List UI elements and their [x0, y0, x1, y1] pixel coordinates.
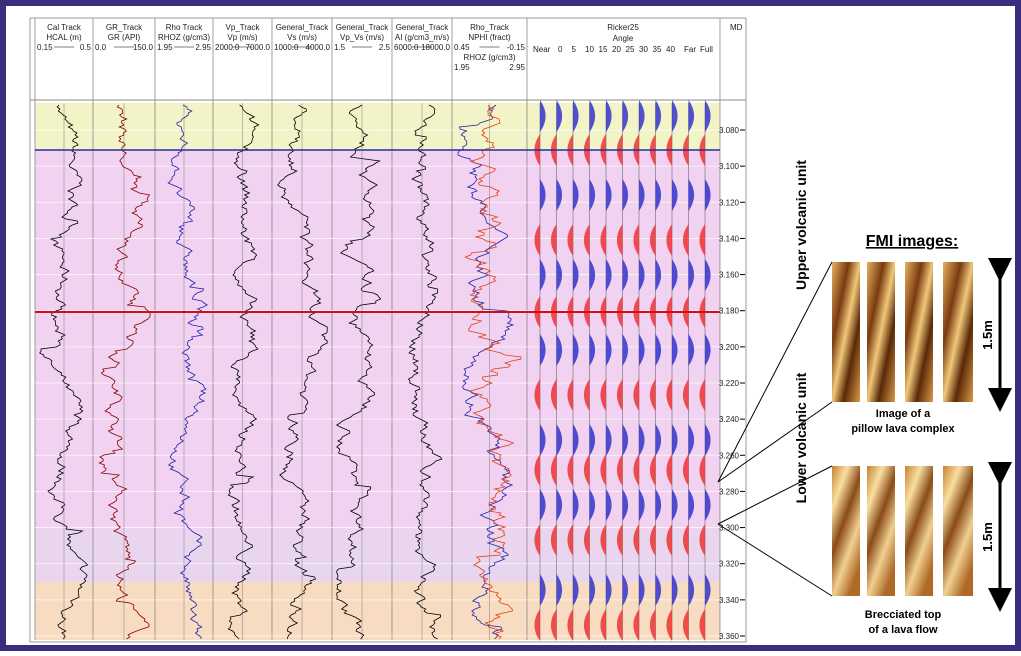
depth-label: 3.180 — [719, 307, 740, 316]
range-max: 150.0 — [133, 43, 154, 52]
track-name: General_Track — [276, 23, 330, 32]
range-max: 2.5 — [379, 43, 391, 52]
depth-label: 3.240 — [719, 415, 740, 424]
range-max: 4000.0 — [306, 43, 331, 52]
strip — [867, 466, 895, 596]
track-name: Rho_Track — [470, 23, 510, 32]
depth-label: 3.360 — [719, 632, 740, 641]
strip — [832, 262, 860, 402]
scale-label: 1.5m — [980, 320, 995, 350]
strip — [905, 466, 933, 596]
md-label: MD — [730, 23, 743, 32]
full-label: Full — [700, 45, 713, 54]
depth-label: 3.260 — [719, 451, 740, 460]
depth-label: 3.220 — [719, 379, 740, 388]
track-name: Rho Track — [166, 23, 203, 32]
angle-label: 20 — [612, 45, 621, 54]
range-max: -0.15 — [507, 43, 526, 52]
curve-name: HCAL (m) — [46, 33, 82, 42]
caption: Brecciated top — [865, 609, 942, 621]
angle-label: 15 — [599, 45, 608, 54]
caption: of a lava flow — [868, 624, 938, 636]
curve-name: Vp_Vs (m/s) — [340, 33, 384, 42]
range-max: 2.95 — [509, 63, 525, 72]
strip — [867, 262, 895, 402]
track-name: Vp_Track — [226, 23, 261, 32]
depth-label: 3.160 — [719, 271, 740, 280]
depth-label: 3.080 — [719, 126, 740, 135]
range-max: 0.5 — [80, 43, 92, 52]
band — [35, 582, 720, 640]
strip — [943, 262, 973, 402]
angle-label: 10 — [585, 45, 594, 54]
curve-name: RHOZ (g/cm3) — [158, 33, 210, 42]
curve-name: NPHI (fract) — [468, 33, 511, 42]
range-min: 0.15 — [37, 43, 53, 52]
strip — [832, 466, 860, 596]
angle-label: 40 — [666, 45, 675, 54]
range-min: 0.45 — [454, 43, 470, 52]
curve-name: RHOZ (g/cm3) — [464, 53, 516, 62]
strip — [943, 466, 973, 596]
far-label: Far — [684, 45, 696, 54]
track-name: Cal Track — [47, 23, 82, 32]
caption: Image of a — [876, 408, 931, 420]
angle-label: 30 — [639, 45, 648, 54]
curve-name: GR (API) — [108, 33, 141, 42]
near-label: Near — [533, 45, 551, 54]
depth-label: 3.280 — [719, 487, 740, 496]
range-min: 0.0 — [95, 43, 107, 52]
fmi-title: FMI images: — [866, 233, 958, 250]
range-max: 18000.0 — [421, 43, 450, 52]
track-name: General_Track — [396, 23, 450, 32]
strip — [905, 262, 933, 402]
range-min: 1.95 — [454, 63, 470, 72]
backgrounds — [35, 103, 720, 640]
unit-label: Lower volcanic unit — [793, 372, 809, 503]
scale-label: 1.5m — [980, 522, 995, 552]
range-min: 1.95 — [157, 43, 173, 52]
range-min: 1.5 — [334, 43, 346, 52]
track-name: Ricker25 — [607, 23, 639, 32]
caption: pillow lava complex — [851, 423, 955, 435]
band — [35, 103, 720, 150]
angle-label: 25 — [626, 45, 635, 54]
unit-label: Upper volcanic unit — [793, 160, 809, 290]
depth-label: 3.100 — [719, 162, 740, 171]
range-max: 7000.0 — [246, 43, 271, 52]
curve-name: Vp (m/s) — [227, 33, 258, 42]
depth-label: 3.340 — [719, 596, 740, 605]
depth-label: 3.320 — [719, 560, 740, 569]
range-min: 6000.0 — [394, 43, 419, 52]
depth-label: 3.120 — [719, 198, 740, 207]
angle-label: 35 — [653, 45, 662, 54]
range-min: 1000.0 — [274, 43, 299, 52]
curve-name: AI (g/cm3_m/s) — [395, 33, 450, 42]
depth-label: 3.200 — [719, 343, 740, 352]
depth-label: 3.140 — [719, 234, 740, 243]
angle-label: 0 — [558, 45, 563, 54]
track-name: General_Track — [336, 23, 390, 32]
track-name: GR_Track — [106, 23, 143, 32]
axis-name: Angle — [613, 34, 634, 43]
range-min: 2000.0 — [215, 43, 240, 52]
figure: Cal TrackHCAL (m)0.15 0.5 GR_TrackGR (API)… — [0, 0, 1021, 651]
curve-name: Vs (m/s) — [287, 33, 317, 42]
range-max: 2.95 — [195, 43, 211, 52]
angle-label: 5 — [572, 45, 577, 54]
